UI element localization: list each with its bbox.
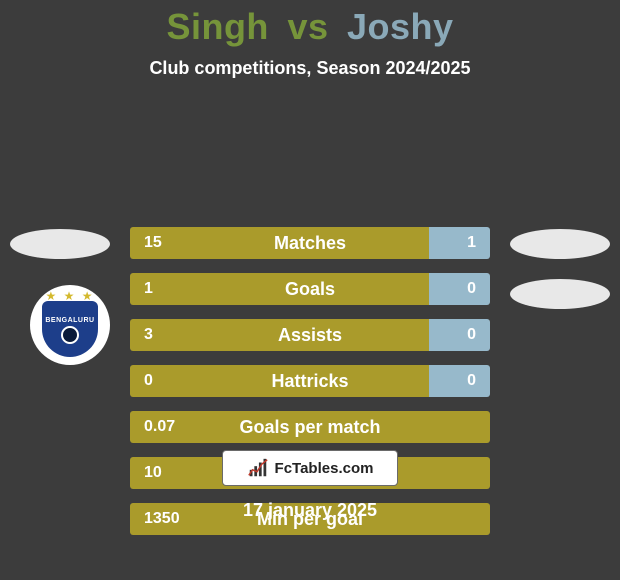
stat-seg-right: [429, 273, 490, 305]
stat-seg-left: [130, 319, 429, 351]
player1-club-badge: ★ ★ ★ BENGALURU: [30, 285, 110, 365]
stat-seg-right: [429, 365, 490, 397]
stat-seg-left: [130, 273, 429, 305]
player1-name: Singh: [166, 6, 268, 47]
source-logo: FcTables.com: [222, 450, 398, 486]
source-text: FcTables.com: [275, 460, 374, 477]
stat-row: 10Goals: [130, 273, 490, 305]
stat-seg-right: [429, 319, 490, 351]
badge-ball-icon: [61, 326, 79, 344]
page-title: Singh vs Joshy: [0, 6, 620, 48]
stat-seg-left: [130, 411, 490, 443]
stat-seg-right: [429, 227, 490, 259]
comparison-infographic: Singh vs Joshy Club competitions, Season…: [0, 0, 620, 580]
footer-date: 17 january 2025: [0, 500, 620, 521]
badge-text: BENGALURU: [45, 317, 94, 324]
player2-club-placeholder: [510, 279, 610, 309]
stat-row: 151Matches: [130, 227, 490, 259]
stat-row: 30Assists: [130, 319, 490, 351]
stat-seg-left: [130, 227, 429, 259]
title-vs: vs: [287, 6, 328, 47]
stat-row: 00Hattricks: [130, 365, 490, 397]
badge-stars-icon: ★ ★ ★: [42, 289, 98, 303]
player2-photo-placeholder: [510, 229, 610, 259]
player2-name: Joshy: [347, 6, 454, 47]
player1-photo-placeholder: [10, 229, 110, 259]
chart-area: ★ ★ ★ BENGALURU 151Matches 10Goals 30Assis…: [0, 107, 620, 427]
bar-chart-icon: [247, 457, 269, 479]
stat-seg-left: [130, 365, 429, 397]
badge-shield: BENGALURU: [42, 301, 98, 357]
stat-row: 0.07Goals per match: [130, 411, 490, 443]
subtitle: Club competitions, Season 2024/2025: [0, 58, 620, 79]
